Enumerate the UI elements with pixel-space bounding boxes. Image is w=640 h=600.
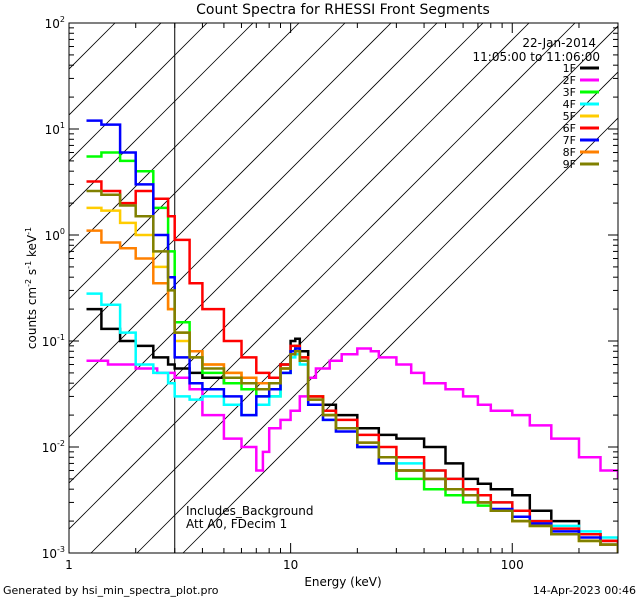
plot-frame bbox=[68, 22, 619, 554]
x-tick-label: 1 bbox=[65, 558, 73, 572]
legend-label-2F: 2F bbox=[563, 74, 576, 87]
hatch-line bbox=[182, 117, 618, 553]
generated-by-label: Generated by hsi_min_spectra_plot.pro bbox=[3, 584, 219, 597]
date-label: 22-Jan-2014 bbox=[522, 36, 596, 50]
background-note: Includes_Background bbox=[186, 504, 314, 518]
x-tick-label: 10 bbox=[283, 558, 298, 572]
legend-label-3F: 3F bbox=[563, 86, 576, 99]
y-tick-label: 10-1 bbox=[42, 333, 65, 349]
series-9F-line bbox=[86, 189, 618, 553]
hatch-line bbox=[90, 25, 618, 553]
x-tick-label: 100 bbox=[501, 558, 524, 572]
hatch-line bbox=[69, 23, 300, 254]
hatched-region bbox=[69, 23, 618, 553]
hatch-line bbox=[69, 23, 530, 484]
hatch-line bbox=[69, 23, 438, 392]
hatch-line bbox=[69, 23, 484, 438]
legend-label-9F: 9F bbox=[563, 158, 576, 171]
attenuator-note: Att A0, FDecim 1 bbox=[186, 517, 287, 531]
hatch-line bbox=[69, 23, 162, 116]
hatch-line bbox=[69, 23, 346, 300]
hatch-line bbox=[136, 71, 618, 553]
legend-label-1F: 1F bbox=[563, 62, 576, 75]
legend-label-6F: 6F bbox=[563, 122, 576, 135]
legend-label-4F: 4F bbox=[563, 98, 576, 111]
chart-title: Count Spectra for RHESSI Front Segments bbox=[196, 2, 490, 18]
legend-label-8F: 8F bbox=[563, 146, 576, 159]
legend-label-5F: 5F bbox=[563, 110, 576, 123]
y-tick-label: 10-2 bbox=[42, 439, 65, 455]
hatch-line bbox=[69, 23, 576, 530]
legend-label-7F: 7F bbox=[563, 134, 576, 147]
hatch-line bbox=[69, 23, 208, 162]
hatch-line bbox=[69, 23, 392, 346]
hatch-line bbox=[69, 23, 254, 208]
time-range-label: 11:05:00 to 11:06:00 bbox=[473, 50, 600, 64]
timestamp-label: 14-Apr-2023 00:46 bbox=[533, 584, 636, 597]
y-axis-label: counts cm-2 s-1 keV-1 bbox=[24, 227, 39, 349]
series-group bbox=[86, 119, 618, 553]
x-axis-label: Energy (keV) bbox=[304, 575, 381, 589]
y-tick-label: 100 bbox=[45, 227, 65, 243]
y-tick-label: 102 bbox=[45, 15, 65, 31]
y-tick-label: 101 bbox=[45, 121, 65, 137]
axes: 1 10 100 10-3 10-2 10-1 100 101 102 bbox=[42, 15, 619, 572]
y-tick-label: 10-3 bbox=[42, 545, 65, 561]
